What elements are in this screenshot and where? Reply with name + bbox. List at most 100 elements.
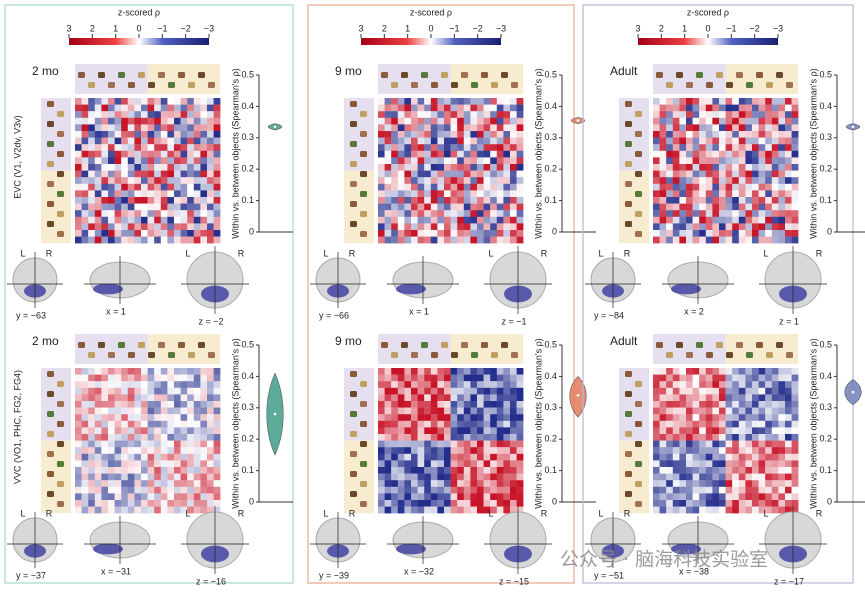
matrix-cell — [653, 394, 660, 402]
matrix-cell — [679, 500, 687, 507]
matrix-cell — [127, 216, 135, 224]
matrix-cell — [477, 144, 484, 151]
matrix-cell — [114, 420, 122, 428]
matrix-cell — [200, 117, 208, 125]
matrix-cell — [771, 104, 779, 112]
matrix-cell — [719, 381, 726, 388]
matrix-cell — [450, 197, 458, 204]
matrix-cell — [659, 203, 667, 211]
matrix-cell — [503, 177, 511, 184]
matrix-cell — [503, 387, 511, 395]
matrix-cell — [483, 368, 491, 375]
matrix-cell — [470, 467, 478, 474]
matrix-cell — [147, 414, 155, 421]
matrix-cell — [771, 473, 779, 481]
matrix-cell — [187, 197, 194, 204]
matrix-cell — [752, 480, 759, 487]
matrix-cell — [738, 230, 746, 237]
matrix-cell — [778, 177, 786, 184]
matrix-cell — [666, 230, 673, 237]
matrix-cell — [470, 137, 478, 145]
matrix-cell — [147, 177, 155, 184]
matrix-cell — [470, 414, 478, 421]
matrix-cell — [686, 104, 693, 112]
matrix-cell — [141, 407, 148, 415]
matrix-cell — [167, 98, 175, 105]
matrix-cell — [732, 183, 739, 191]
matrix-cell — [752, 401, 759, 408]
matrix-cell — [391, 447, 398, 454]
matrix-cell — [127, 381, 135, 388]
y-tick-label: 0 — [249, 226, 254, 236]
roi — [671, 283, 701, 295]
matrix-cell — [108, 216, 115, 224]
matrix-cell — [732, 190, 739, 198]
matrix-cell — [725, 447, 733, 454]
matrix-cell — [719, 210, 726, 217]
matrix-cell — [503, 480, 511, 487]
matrix-cell — [437, 467, 445, 474]
hemisphere-label: R — [816, 508, 823, 518]
matrix-cell — [699, 117, 706, 125]
matrix-cell — [147, 368, 155, 375]
matrix-cell — [686, 500, 693, 507]
matrix-cell — [94, 480, 102, 487]
matrix-cell — [692, 401, 700, 408]
matrix-cell — [404, 111, 412, 118]
matrix-cell — [378, 104, 385, 112]
matrix-cell — [411, 427, 418, 435]
matrix-cell — [127, 374, 135, 382]
matrix-cell — [397, 210, 405, 217]
matrix-cell — [457, 420, 464, 428]
matrix-cell — [88, 467, 95, 474]
matrix-cell — [503, 230, 511, 237]
object-icon — [350, 431, 357, 437]
object-icon — [625, 121, 632, 127]
matrix-cell — [75, 170, 82, 178]
object-icon — [148, 352, 155, 358]
matrix-cell — [692, 473, 700, 481]
matrix-cell — [174, 447, 181, 454]
object-icon — [350, 141, 357, 147]
matrix-cell — [450, 500, 458, 507]
matrix-cell — [147, 98, 155, 105]
matrix-cell — [705, 157, 713, 165]
matrix-cell — [477, 203, 484, 211]
object-icon — [57, 171, 64, 177]
matrix-cell — [384, 117, 392, 125]
matrix-cell — [417, 236, 425, 244]
matrix-cell — [659, 117, 667, 125]
matrix-cell — [516, 144, 524, 151]
matrix-cell — [160, 493, 168, 501]
object-icon — [676, 72, 683, 78]
matrix-cell — [477, 368, 484, 375]
matrix-cell — [510, 434, 517, 441]
matrix-cell — [719, 203, 726, 211]
matrix-cell — [437, 131, 445, 138]
matrix-cell — [160, 190, 168, 198]
matrix-cell — [207, 150, 214, 158]
matrix-cell — [496, 131, 504, 138]
object-icon — [57, 211, 64, 217]
matrix-cell — [187, 230, 194, 237]
matrix-cell — [444, 183, 451, 191]
matrix-cell — [712, 427, 720, 435]
matrix-cell — [503, 183, 511, 191]
matrix-cell — [653, 414, 660, 421]
matrix-cell — [457, 467, 464, 474]
matrix-cell — [187, 183, 194, 191]
matrix-cell — [712, 137, 720, 145]
matrix-cell — [510, 177, 517, 184]
matrix-cell — [397, 401, 405, 408]
matrix-cell — [141, 506, 148, 514]
y-axis-label: Within vs. between objects (Spearman's ρ… — [808, 338, 818, 508]
matrix-cell — [121, 453, 128, 461]
matrix-cell — [101, 190, 109, 198]
matrix-cell — [378, 486, 385, 494]
matrix-cell — [483, 190, 491, 198]
matrix-cell — [174, 197, 181, 204]
matrix-cell — [200, 420, 208, 428]
matrix-cell — [719, 500, 726, 507]
matrix-cell — [450, 124, 458, 132]
matrix-cell — [659, 414, 667, 421]
